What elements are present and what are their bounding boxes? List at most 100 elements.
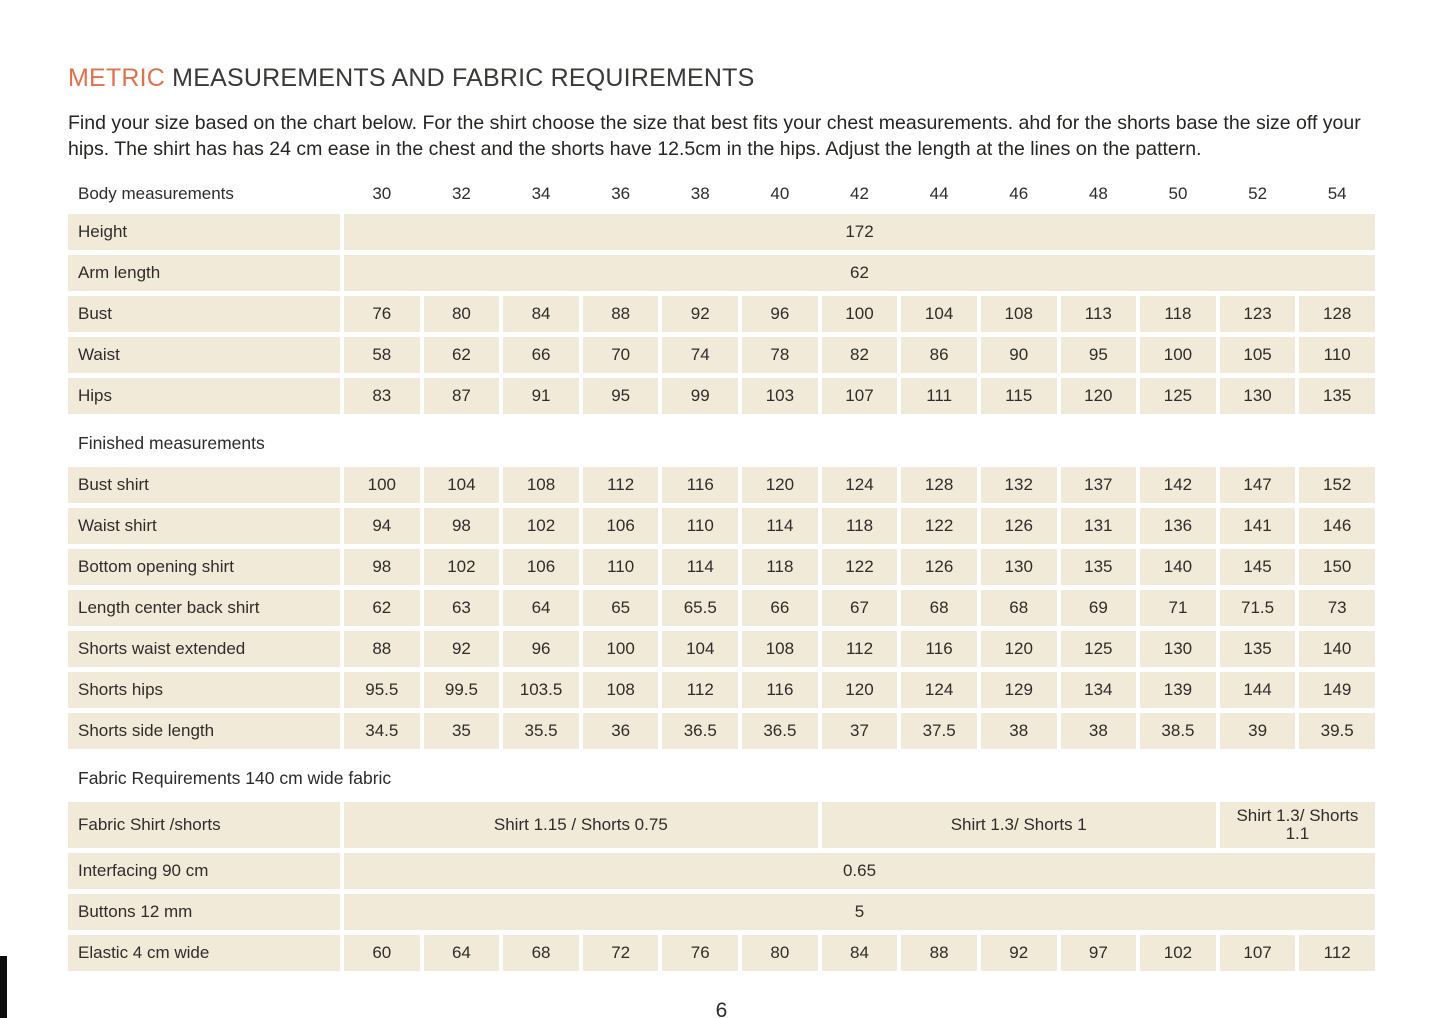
measurement-cell: 139 <box>1140 672 1216 708</box>
measurement-cell: 146 <box>1299 508 1375 544</box>
merged-value-cell: 62 <box>344 255 1375 291</box>
page-title: METRIC MEASUREMENTS AND FABRIC REQUIREME… <box>68 63 1375 93</box>
measurement-cell: 140 <box>1140 549 1216 585</box>
measurement-cell: 73 <box>1299 590 1375 626</box>
row-label-cell: Bust shirt <box>68 467 340 503</box>
merged-value-cell: 0.65 <box>344 853 1375 889</box>
measurement-cell: 92 <box>662 296 739 332</box>
measurement-cell: 125 <box>1060 631 1137 667</box>
measurement-cell: 36.5 <box>742 713 818 749</box>
size-column-header: 46 <box>1009 183 1029 203</box>
measurement-cell: 103.5 <box>503 672 579 708</box>
measurement-cell: 137 <box>1060 467 1137 503</box>
measurement-cell: 107 <box>1219 935 1296 971</box>
measurement-cell: 66 <box>742 590 818 626</box>
measurement-cell: 95.5 <box>344 672 420 708</box>
measurement-cell: 116 <box>742 672 818 708</box>
measurement-cell: 126 <box>901 549 977 585</box>
measurement-cell: 67 <box>821 590 898 626</box>
measurement-cell: 35.5 <box>503 713 579 749</box>
table-row: Interfacing 90 cm 0.65 <box>68 853 1375 889</box>
measurement-cell: 86 <box>901 337 977 373</box>
row-label-cell: Waist shirt <box>68 508 340 544</box>
table-row: Height 172 <box>68 214 1375 250</box>
size-column-header: 52 <box>1248 183 1268 203</box>
size-column-header: 30 <box>372 183 392 203</box>
measurement-cell: 130 <box>1219 378 1296 414</box>
measurement-cell: 126 <box>980 508 1057 544</box>
measurement-cell: 144 <box>1219 672 1296 708</box>
table-row: Buttons 12 mm 5 <box>68 894 1375 930</box>
table-row: Bottom opening shirt 98 102 106 110 114 118 122… <box>68 549 1375 585</box>
measurement-cell: 120 <box>821 672 898 708</box>
table-header-row: Body measurements 30 32 34 36 38 40 42 44 46 48 50 5… <box>68 181 1375 206</box>
measurement-cell: 83 <box>344 378 420 414</box>
measurement-cell: 108 <box>503 467 579 503</box>
measurement-cell: 96 <box>742 296 818 332</box>
intro-paragraph: Find your size based on the chart below.… <box>68 111 1361 160</box>
measurement-cell: 107 <box>821 378 898 414</box>
measurement-cell: 69 <box>1060 590 1137 626</box>
size-column-header: 34 <box>531 183 551 203</box>
measurement-cell: 74 <box>662 337 739 373</box>
row-label-cell: Bust <box>68 296 340 332</box>
measurement-cell: 149 <box>1299 672 1375 708</box>
measurement-cell: 36 <box>582 713 659 749</box>
measurement-cell: 87 <box>423 378 500 414</box>
measurement-cell: 140 <box>1299 631 1375 667</box>
measurement-cell: 100 <box>582 631 659 667</box>
measurement-cell: 130 <box>980 549 1057 585</box>
merged-value-cell: 5 <box>344 894 1375 930</box>
measurement-cell: 35 <box>423 713 500 749</box>
table-row: Shorts waist extended 88 92 96 100 104 108 112 1… <box>68 631 1375 667</box>
measurement-cell: 60 <box>344 935 420 971</box>
measurement-cell: 39 <box>1219 713 1296 749</box>
table-row: Hips 83 87 91 95 99 103 107 111 115 120 125 130 135 <box>68 378 1375 414</box>
row-label-cell: Shorts hips <box>68 672 340 708</box>
measurement-cell: 114 <box>742 508 818 544</box>
measurement-cell: 124 <box>821 467 898 503</box>
measurement-cell: 145 <box>1219 549 1296 585</box>
measurement-cell: 99.5 <box>423 672 500 708</box>
measurement-cell: 68 <box>980 590 1057 626</box>
measurement-cell: 128 <box>901 467 977 503</box>
measurement-cell: 120 <box>980 631 1057 667</box>
measurement-cell: 65.5 <box>662 590 739 626</box>
measurement-cell: 92 <box>423 631 500 667</box>
row-label-cell: Waist <box>68 337 340 373</box>
measurement-cell: 102 <box>423 549 500 585</box>
measurement-cell: 76 <box>344 296 420 332</box>
fabric-span-cell: Shirt 1.15 / Shorts 0.75 <box>344 802 818 848</box>
measurement-cell: 135 <box>1219 631 1296 667</box>
fabric-span-text: Shirt 1.3/ Shorts 1 <box>950 814 1087 834</box>
measurement-cell: 112 <box>582 467 659 503</box>
measurement-cell: 106 <box>582 508 659 544</box>
measurement-cell: 108 <box>582 672 659 708</box>
measurement-cell: 113 <box>1060 296 1137 332</box>
measurement-cell: 102 <box>503 508 579 544</box>
measurement-cell: 39.5 <box>1299 713 1375 749</box>
fabric-span-cell: Shirt 1.3/ Shorts 1.1 <box>1219 802 1375 848</box>
measurement-cell: 38 <box>1060 713 1137 749</box>
measurement-cell: 120 <box>1060 378 1137 414</box>
measurement-cell: 94 <box>344 508 420 544</box>
measurement-cell: 150 <box>1299 549 1375 585</box>
measurement-cell: 112 <box>662 672 739 708</box>
page-content: METRIC MEASUREMENTS AND FABRIC REQUIREME… <box>68 46 1375 1018</box>
measurement-cell: 82 <box>821 337 898 373</box>
measurement-cell: 103 <box>742 378 818 414</box>
measurement-cell: 122 <box>821 549 898 585</box>
table-header-label: Body measurements <box>78 183 234 203</box>
measurement-cell: 71.5 <box>1219 590 1296 626</box>
measurement-cell: 62 <box>423 337 500 373</box>
page-number: 6 <box>715 999 728 1018</box>
measurement-cell: 114 <box>662 549 739 585</box>
measurement-cell: 132 <box>980 467 1057 503</box>
measurement-cell: 130 <box>1140 631 1216 667</box>
measurement-cell: 104 <box>662 631 739 667</box>
fabric-span-cell: Shirt 1.3/ Shorts 1 <box>821 802 1216 848</box>
measurement-cell: 84 <box>503 296 579 332</box>
row-label-cell: Bottom opening shirt <box>68 549 340 585</box>
measurement-cell: 134 <box>1060 672 1137 708</box>
